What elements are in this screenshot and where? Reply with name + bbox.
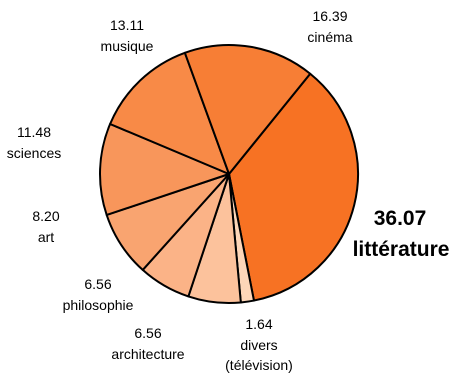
- pie-slice-litterature: [228, 72, 359, 302]
- value-label-divers: 1.64: [245, 316, 272, 332]
- category-label-architecture: architecture: [111, 346, 184, 362]
- category-label-musique: musique: [101, 38, 154, 54]
- value-label-cinema: 16.39: [312, 8, 347, 24]
- value-label-art: 8.20: [32, 208, 59, 224]
- pie-slice-musique: [109, 51, 230, 175]
- pie-slice-cinema: [183, 44, 312, 175]
- value-label-philosophie: 6.56: [84, 276, 111, 292]
- category-label-art: art: [38, 229, 54, 245]
- category-label-litterature: littérature: [353, 238, 450, 261]
- category-label-divers: divers: [240, 337, 277, 353]
- category-label-philosophie: philosophie: [63, 297, 134, 313]
- pie-slices: [99, 44, 359, 304]
- value-label-litterature: 36.07: [374, 207, 427, 230]
- category-label-cinema: cinéma: [307, 29, 352, 45]
- category-label-divers-line2: (télévision): [225, 357, 293, 373]
- category-label-sciences: sciences: [7, 145, 61, 161]
- value-label-musique: 13.11: [110, 17, 144, 33]
- value-label-architecture: 6.56: [134, 325, 161, 341]
- value-label-sciences: 11.48: [17, 124, 51, 140]
- pie-slice-sciences: [99, 122, 230, 216]
